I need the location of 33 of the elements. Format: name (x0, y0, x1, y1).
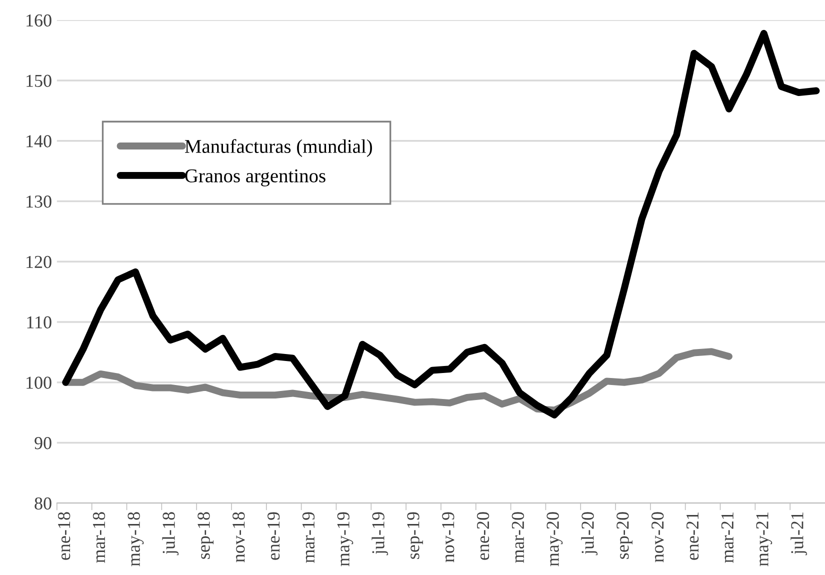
x-tick-label: may-18 (128, 512, 144, 566)
x-tick-label: may-21 (756, 512, 772, 566)
x-tick-label: ene-18 (58, 512, 70, 560)
y-tick-label: 140 (26, 135, 52, 148)
y-tick-label: 130 (26, 196, 52, 208)
x-tick-label: sep-19 (407, 512, 423, 559)
x-tick-label: sep-20 (616, 512, 632, 559)
x-tick-label: mar-21 (721, 512, 734, 563)
x-tick-label: mar-18 (92, 512, 106, 563)
y-tick-label: 80 (34, 497, 52, 510)
legend-label: Granos argentinos (185, 169, 326, 186)
y-tick-label: 110 (27, 316, 52, 328)
x-tick-label: jul-18 (162, 512, 179, 556)
y-tick-label: 160 (26, 14, 52, 27)
x-tick-label: mar-19 (302, 512, 315, 563)
x-tick-label: jul-21 (790, 512, 808, 556)
x-tick-label: may-19 (337, 512, 354, 566)
x-tick-label: nov-18 (232, 512, 245, 562)
y-tick-label: 150 (26, 74, 52, 87)
y-tick-label: 90 (34, 437, 52, 450)
legend-label: Manufacturas (mundial) (184, 139, 372, 157)
x-tick-label: sep-18 (198, 512, 214, 559)
x-tick-label: ene-21 (686, 512, 699, 560)
x-tick-label: mar-20 (512, 512, 524, 563)
y-tick-label: 100 (26, 376, 52, 389)
x-tick-label: jul-19 (372, 512, 388, 556)
x-tick-label: ene-19 (268, 512, 280, 560)
x-tick-label: may-20 (546, 512, 563, 566)
x-tick-label: nov-19 (442, 512, 454, 562)
y-tick-label: 120 (26, 256, 52, 268)
x-tick-label: nov-20 (652, 512, 664, 562)
x-tick-label: jul-20 (581, 512, 598, 556)
x-tick-label: ene-20 (476, 512, 490, 560)
